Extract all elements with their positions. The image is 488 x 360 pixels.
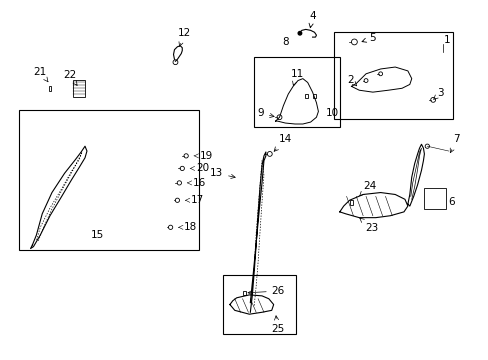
Text: 19: 19 — [194, 151, 213, 161]
Text: 23: 23 — [359, 218, 378, 233]
Text: 17: 17 — [185, 195, 204, 205]
Bar — [254, 57, 339, 127]
Text: 2: 2 — [346, 75, 356, 86]
Bar — [19, 111, 199, 251]
Text: 3: 3 — [433, 88, 443, 99]
Text: 13: 13 — [209, 168, 235, 179]
Text: 16: 16 — [187, 178, 206, 188]
Bar — [424, 188, 445, 209]
Bar — [333, 32, 452, 119]
Text: 14: 14 — [274, 134, 291, 151]
Text: 1: 1 — [443, 35, 449, 45]
Bar — [73, 80, 85, 97]
Bar — [48, 86, 51, 91]
Text: 21: 21 — [34, 67, 48, 82]
Text: 25: 25 — [270, 316, 284, 334]
Bar — [313, 94, 315, 98]
Circle shape — [298, 32, 301, 35]
Text: 8: 8 — [282, 37, 288, 47]
Text: 7: 7 — [449, 134, 459, 153]
Text: 26: 26 — [247, 286, 285, 296]
Text: 10: 10 — [325, 108, 339, 118]
Bar — [349, 200, 352, 204]
Text: 15: 15 — [91, 230, 104, 240]
Text: 18: 18 — [178, 222, 197, 232]
Text: 12: 12 — [177, 28, 190, 46]
Bar — [305, 94, 307, 98]
Text: 6: 6 — [448, 197, 454, 207]
Text: 24: 24 — [359, 181, 376, 196]
Text: 11: 11 — [290, 69, 303, 86]
Bar — [243, 291, 245, 295]
Bar — [223, 275, 295, 334]
Text: 20: 20 — [190, 163, 208, 174]
Text: 22: 22 — [62, 69, 77, 85]
Text: 4: 4 — [308, 11, 315, 28]
Text: 5: 5 — [361, 33, 375, 43]
Text: 9: 9 — [257, 108, 274, 118]
